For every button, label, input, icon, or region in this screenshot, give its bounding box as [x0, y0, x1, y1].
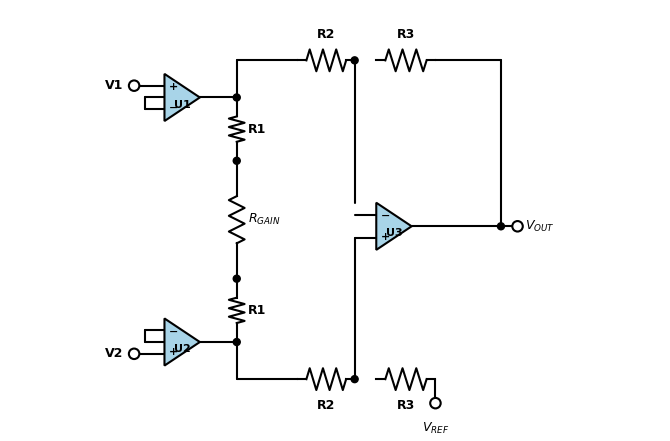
Text: V2: V2 — [105, 348, 123, 360]
Text: V1: V1 — [105, 79, 123, 92]
Text: $V_{REF}$: $V_{REF}$ — [422, 421, 449, 436]
Text: R2: R2 — [317, 28, 336, 41]
Text: R1: R1 — [248, 304, 266, 317]
Circle shape — [129, 348, 139, 359]
Text: R1: R1 — [248, 123, 266, 136]
Text: U3: U3 — [386, 228, 402, 239]
Circle shape — [233, 275, 241, 282]
Circle shape — [233, 157, 241, 164]
Polygon shape — [164, 318, 200, 366]
Text: −: − — [169, 103, 178, 113]
Circle shape — [513, 221, 523, 232]
Polygon shape — [164, 74, 200, 121]
Text: U1: U1 — [174, 100, 190, 109]
Circle shape — [430, 398, 441, 408]
Text: +: + — [169, 82, 178, 92]
Text: R3: R3 — [397, 28, 415, 41]
Text: +: + — [381, 232, 390, 242]
Circle shape — [351, 57, 358, 64]
Text: U2: U2 — [174, 344, 190, 354]
Text: $V_{OUT}$: $V_{OUT}$ — [525, 219, 555, 234]
Circle shape — [497, 223, 505, 230]
Circle shape — [351, 376, 358, 383]
Polygon shape — [377, 203, 411, 250]
Text: R2: R2 — [317, 399, 336, 412]
Text: R3: R3 — [397, 399, 415, 412]
Text: −: − — [169, 327, 178, 336]
Circle shape — [129, 80, 139, 91]
Circle shape — [233, 94, 241, 101]
Text: $R_{GAIN}$: $R_{GAIN}$ — [248, 212, 280, 227]
Circle shape — [233, 339, 241, 345]
Text: −: − — [381, 211, 390, 221]
Text: +: + — [169, 348, 178, 357]
